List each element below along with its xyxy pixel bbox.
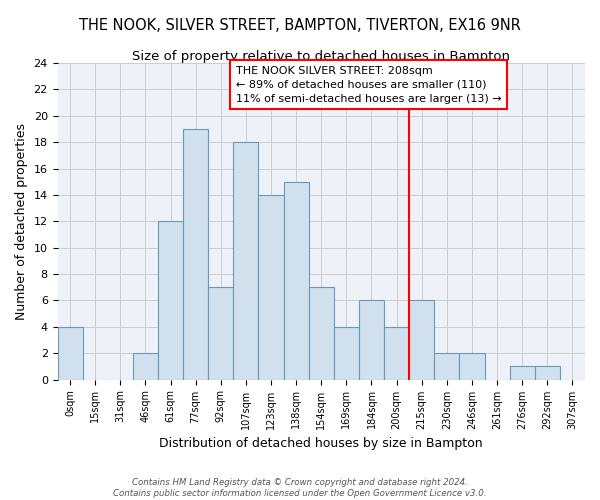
Bar <box>284 182 309 380</box>
Bar <box>309 287 334 380</box>
Bar <box>259 195 284 380</box>
Y-axis label: Number of detached properties: Number of detached properties <box>15 123 28 320</box>
Bar <box>384 327 409 380</box>
Bar <box>535 366 560 380</box>
Bar <box>460 353 485 380</box>
Bar <box>334 327 359 380</box>
Text: THE NOOK, SILVER STREET, BAMPTON, TIVERTON, EX16 9NR: THE NOOK, SILVER STREET, BAMPTON, TIVERT… <box>79 18 521 32</box>
Bar <box>233 142 259 380</box>
Bar <box>409 300 434 380</box>
Text: THE NOOK SILVER STREET: 208sqm
← 89% of detached houses are smaller (110)
11% of: THE NOOK SILVER STREET: 208sqm ← 89% of … <box>236 66 502 104</box>
Bar <box>133 353 158 380</box>
Bar <box>359 300 384 380</box>
Bar <box>58 327 83 380</box>
Bar <box>158 222 183 380</box>
Bar <box>183 129 208 380</box>
Bar <box>434 353 460 380</box>
Text: Contains HM Land Registry data © Crown copyright and database right 2024.
Contai: Contains HM Land Registry data © Crown c… <box>113 478 487 498</box>
Bar <box>509 366 535 380</box>
Title: Size of property relative to detached houses in Bampton: Size of property relative to detached ho… <box>132 50 510 63</box>
Bar <box>208 287 233 380</box>
X-axis label: Distribution of detached houses by size in Bampton: Distribution of detached houses by size … <box>160 437 483 450</box>
